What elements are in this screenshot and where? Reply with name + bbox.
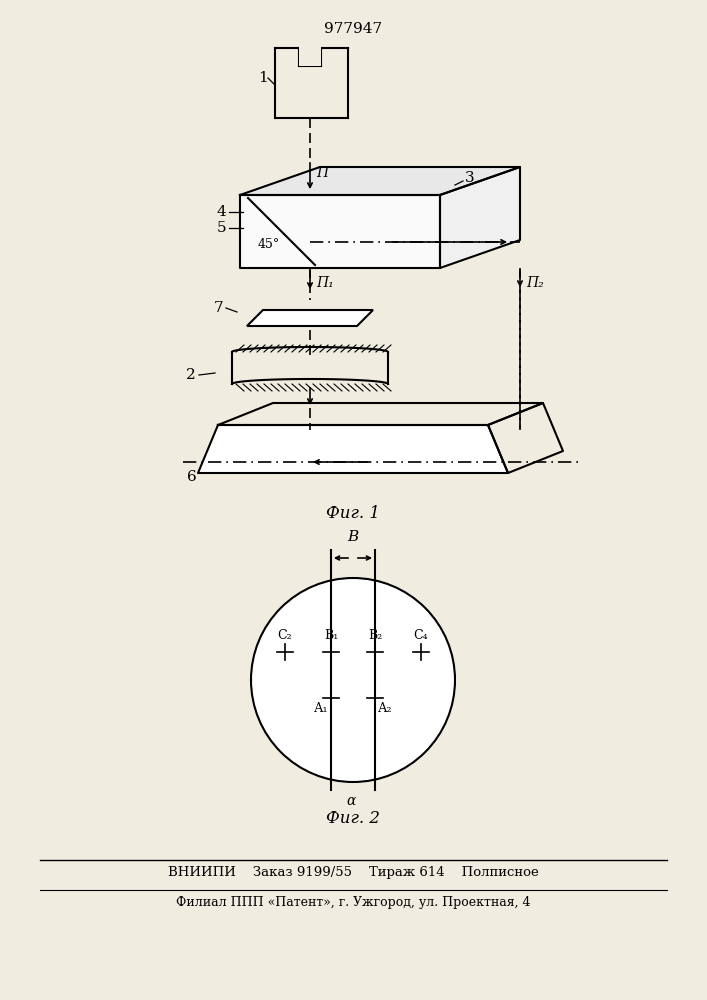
Text: 4: 4	[216, 205, 226, 219]
Text: 5: 5	[216, 221, 226, 235]
Text: 6: 6	[187, 470, 197, 484]
Text: П: П	[316, 166, 328, 180]
Polygon shape	[247, 310, 373, 326]
Text: 2: 2	[186, 368, 196, 382]
Polygon shape	[198, 425, 508, 473]
Text: С₄: С₄	[414, 629, 428, 642]
Text: 3: 3	[465, 171, 474, 185]
Bar	[299, 46, 321, 66]
Text: 977947: 977947	[324, 22, 382, 36]
Text: Фиг. 2: Фиг. 2	[326, 810, 380, 827]
Text: П₁: П₁	[316, 276, 334, 290]
Text: 45°: 45°	[258, 238, 280, 251]
Text: В₁: В₁	[324, 629, 338, 642]
Text: Филиал ППП «Патент», г. Ужгород, ул. Проектная, 4: Филиал ППП «Патент», г. Ужгород, ул. Про…	[176, 896, 530, 909]
Text: В₂: В₂	[368, 629, 382, 642]
Text: α: α	[346, 794, 356, 808]
Text: С₂: С₂	[278, 629, 292, 642]
Text: 1: 1	[258, 71, 268, 85]
Polygon shape	[240, 167, 520, 195]
Text: А₂: А₂	[378, 702, 392, 715]
Text: А₁: А₁	[313, 702, 328, 715]
Polygon shape	[440, 167, 520, 268]
Text: В: В	[347, 530, 358, 544]
Polygon shape	[240, 195, 440, 268]
Text: ВНИИПИ    Заказ 9199/55    Тираж 614    Полписное: ВНИИПИ Заказ 9199/55 Тираж 614 Полписное	[168, 866, 538, 879]
Text: Фиг. 1: Фиг. 1	[326, 505, 380, 522]
Circle shape	[251, 578, 455, 782]
Text: П₂: П₂	[526, 276, 544, 290]
Text: 7: 7	[214, 301, 223, 315]
